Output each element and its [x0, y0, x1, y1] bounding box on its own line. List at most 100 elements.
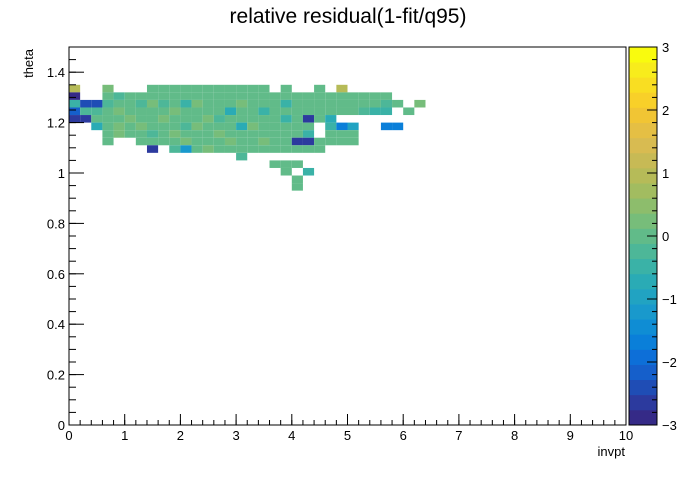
heatmap-cell [269, 137, 281, 146]
heatmap-cell [392, 122, 404, 131]
colorbar-segment [629, 364, 657, 381]
heatmap-cell [269, 107, 281, 116]
heatmap-cell [180, 99, 192, 108]
x-tick-label: 9 [567, 428, 574, 443]
heatmap-cell [146, 115, 159, 123]
heatmap-cell [280, 137, 292, 146]
y-tick-label: 0.6 [47, 267, 65, 282]
x-tick-label: 4 [288, 428, 295, 443]
heatmap-cell [80, 107, 92, 116]
heatmap-cell [113, 99, 125, 108]
heatmap-cell [280, 99, 292, 108]
heatmap-cell [135, 115, 147, 123]
colorbar-segment [629, 379, 657, 396]
colorbar-segment [629, 273, 657, 290]
heatmap-cell [380, 92, 393, 100]
heatmap-cell [213, 115, 225, 123]
heatmap-cell [180, 107, 192, 116]
heatmap-cell [280, 130, 292, 138]
heatmap-cell [302, 107, 315, 116]
heatmap-cell [113, 92, 125, 100]
colorbar-tick-label: 0 [662, 229, 669, 244]
heatmap-cell [169, 84, 181, 93]
heatmap-cell [247, 137, 259, 146]
heatmap-cell [291, 130, 303, 138]
heatmap-cell [247, 99, 259, 108]
heatmap-cell [325, 92, 337, 100]
color-scale: −3 −2 −1 0 1 2 3 [628, 40, 677, 433]
heatmap-cell [236, 145, 248, 153]
heatmap-cell [314, 115, 326, 123]
colorbar-segment [629, 47, 657, 63]
heatmap-cell [325, 99, 337, 108]
heatmap-cell [213, 99, 225, 108]
colorbar-segment [629, 304, 657, 320]
x-tick-label: 3 [232, 428, 239, 443]
heatmap-cell [291, 137, 303, 146]
heatmap-cell [258, 115, 270, 123]
heatmap-cell [314, 145, 326, 153]
heatmap-cell [146, 137, 159, 146]
heatmap-cell [224, 84, 237, 93]
y-tick-label: 0 [58, 418, 65, 433]
heatmap-cell [69, 107, 81, 116]
heatmap-cell [135, 99, 147, 108]
heatmap-cell [247, 145, 259, 153]
heatmap-cell [135, 137, 147, 146]
colorbar-segment [629, 152, 657, 169]
colorbar-segment [629, 243, 657, 260]
heatmap-cell [236, 130, 248, 138]
heatmap-cell [280, 122, 292, 131]
heatmap-cell [314, 107, 326, 116]
heatmap-cell [135, 130, 147, 138]
heatmap-cell [258, 130, 270, 138]
y-tick-label: 1.4 [47, 65, 65, 80]
heatmap-cell [247, 122, 259, 131]
heatmap-cell [191, 137, 203, 146]
heatmap-cell [347, 92, 359, 100]
heatmap-cell [258, 145, 270, 153]
heatmap-cell [258, 137, 270, 146]
heatmap-cell [236, 122, 248, 131]
heatmap-cell [236, 107, 248, 116]
heatmap-cell [180, 122, 192, 131]
heatmap-cell [135, 92, 147, 100]
heatmap-cell [224, 99, 237, 108]
heatmap-cell [202, 115, 214, 123]
heatmap-cell [169, 137, 181, 146]
heatmap-cell [269, 99, 281, 108]
colorbar-segment [629, 258, 657, 275]
y-tick-label: 0.4 [47, 317, 65, 332]
x-axis-label: invpt [598, 444, 626, 459]
y-tick-label: 1.2 [47, 116, 65, 131]
heatmap-cell [202, 99, 214, 108]
heatmap-cell [302, 115, 315, 123]
heatmap-cell [358, 92, 370, 100]
x-axis: 0 1 2 3 4 5 6 7 8 9 10 [65, 414, 633, 443]
heatmap-cell [124, 130, 136, 138]
heatmap-cell [258, 122, 270, 131]
heatmap-cell [191, 92, 203, 100]
heatmap-cell [224, 122, 237, 131]
heatmap-cell [314, 92, 326, 100]
heatmap-cell [180, 130, 192, 138]
heatmap-cell [269, 160, 281, 168]
heatmap-cell [213, 137, 225, 146]
heatmap-cell [158, 122, 170, 131]
heatmap-cell [314, 137, 326, 146]
heatmap-cell [80, 99, 92, 108]
heatmap-cell [146, 130, 159, 138]
heatmap-cell [414, 99, 426, 108]
heatmap-cell [280, 115, 292, 123]
heatmap-cell [102, 84, 114, 93]
heatmap-cell [336, 137, 348, 146]
heatmap-cell [213, 84, 225, 93]
heatmap-cell [191, 107, 203, 116]
heatmap-cell [69, 99, 81, 108]
heatmap-cell [302, 99, 315, 108]
heatmap-cell [191, 99, 203, 108]
heatmap-cell [336, 99, 348, 108]
heatmap-cell [158, 107, 170, 116]
heatmap-cell [314, 84, 326, 93]
y-tick-label: 1 [58, 166, 65, 181]
